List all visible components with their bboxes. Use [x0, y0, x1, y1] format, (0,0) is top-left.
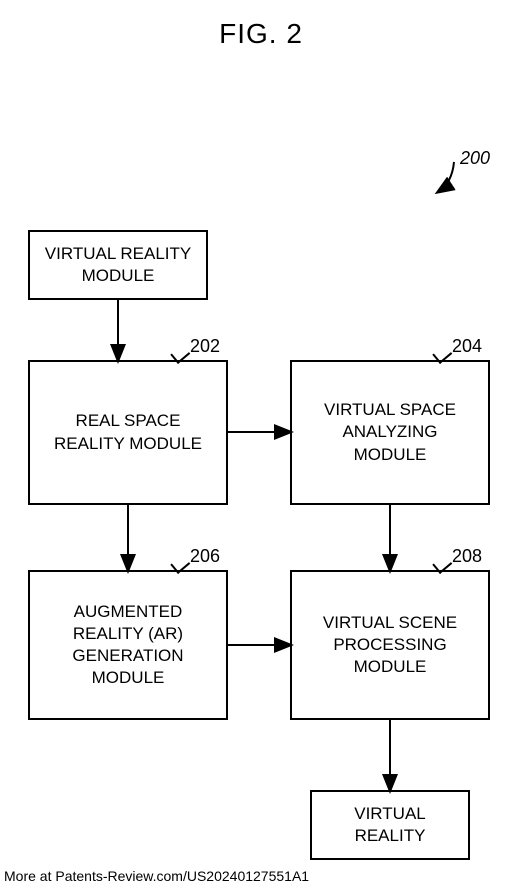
diagram-canvas: FIG. 2 200 VIRTUAL REALITYMODULE REAL SP… [0, 0, 522, 888]
node-scene-proc-label: VIRTUAL SCENEPROCESSINGMODULE [323, 612, 457, 678]
ref-202: 202 [190, 336, 220, 357]
node-real-space: REAL SPACEREALITY MODULE [28, 360, 228, 505]
node-ar-gen: AUGMENTEDREALITY (AR)GENERATIONMODULE [28, 570, 228, 720]
node-ar-gen-label: AUGMENTEDREALITY (AR)GENERATIONMODULE [72, 601, 183, 689]
ref-204: 204 [452, 336, 482, 357]
ref-208: 208 [452, 546, 482, 567]
node-scene-proc: VIRTUAL SCENEPROCESSINGMODULE [290, 570, 490, 720]
node-virtual-space-label: VIRTUAL SPACEANALYZINGMODULE [324, 399, 456, 465]
figure-title: FIG. 2 [0, 18, 522, 50]
node-vr-module: VIRTUAL REALITYMODULE [28, 230, 208, 300]
node-vr-module-label: VIRTUAL REALITYMODULE [45, 243, 191, 287]
node-vr-out: VIRTUALREALITY [310, 790, 470, 860]
node-vr-out-label: VIRTUALREALITY [354, 803, 426, 847]
ref-206: 206 [190, 546, 220, 567]
footer-attribution: More at Patents-Review.com/US20240127551… [4, 868, 309, 884]
node-real-space-label: REAL SPACEREALITY MODULE [54, 410, 202, 454]
node-virtual-space: VIRTUAL SPACEANALYZINGMODULE [290, 360, 490, 505]
system-ref-label: 200 [460, 148, 490, 169]
